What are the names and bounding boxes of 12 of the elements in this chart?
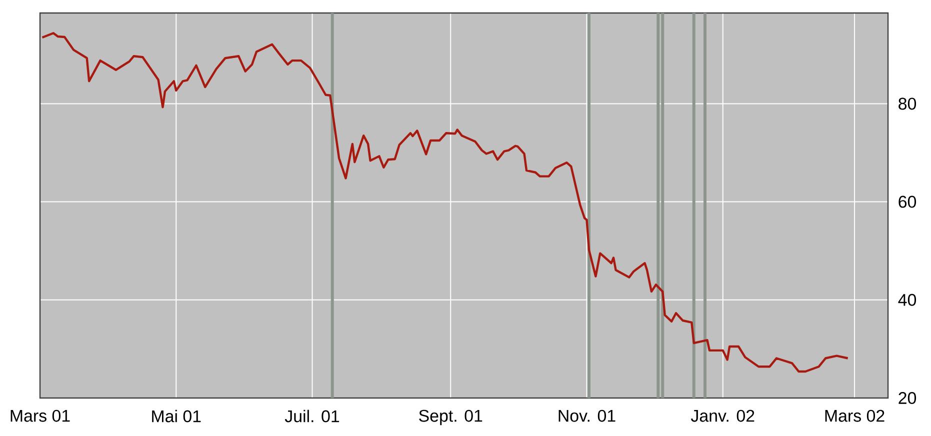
y-tick-label: 80 <box>898 98 916 110</box>
y-tick-label: 60 <box>898 196 916 208</box>
x-tick-label: Mars 01 <box>10 410 70 422</box>
x-tick-label: Nov. 01 <box>558 410 616 422</box>
x-tick-label: Mars 02 <box>825 410 884 422</box>
x-tick-label: Juil. 01 <box>284 410 340 422</box>
y-tick-label: 20 <box>898 392 916 404</box>
x-tick-label: Sept. 01 <box>419 410 482 426</box>
x-tick-label: Mai 01 <box>152 410 201 422</box>
x-tick-label: Janv. 02 <box>690 410 754 422</box>
line-series <box>41 32 849 373</box>
y-tick-label: 40 <box>898 294 916 306</box>
